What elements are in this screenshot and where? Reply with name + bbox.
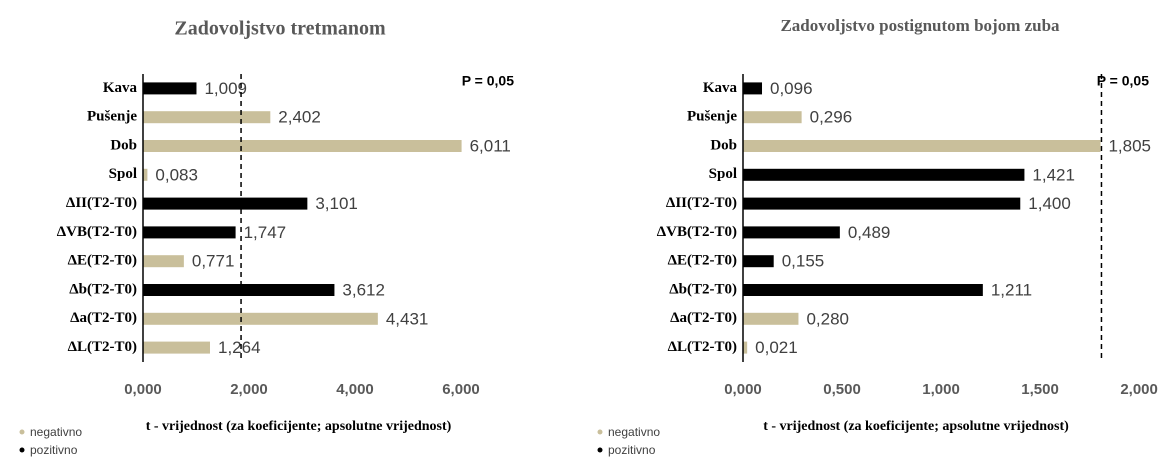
bar <box>143 226 236 239</box>
legend-marker <box>597 429 603 435</box>
value-label: 1,421 <box>1032 165 1075 184</box>
category-label: ΔE(T2-T0) <box>668 253 737 269</box>
value-label: 0,021 <box>755 338 798 357</box>
category-label: ΔVB(T2-T0) <box>57 224 137 240</box>
reference-label: P = 0,05 <box>462 73 515 89</box>
category-label: Kava <box>703 80 738 96</box>
category-label: Kava <box>103 80 138 96</box>
value-label: 0,096 <box>770 79 813 98</box>
category-label: Δb(T2-T0) <box>69 281 137 297</box>
x-tick-label: 2,000 <box>230 381 268 398</box>
bar <box>743 341 748 354</box>
bar <box>143 312 378 325</box>
x-tick-label: 1,000 <box>922 381 960 398</box>
category-label: ΔII(T2-T0) <box>666 195 737 211</box>
value-label: 1,009 <box>204 79 247 98</box>
bar <box>743 284 983 296</box>
reference-label: P = 0,05 <box>1097 73 1150 89</box>
bar <box>143 341 210 354</box>
category-label: ΔVB(T2-T0) <box>657 224 737 240</box>
legend-label: negativno <box>608 425 660 439</box>
legend-marker <box>19 429 25 435</box>
bar <box>143 82 197 95</box>
bar <box>143 255 184 268</box>
value-label: 0,280 <box>806 309 849 328</box>
x-tick-label: 4,000 <box>336 381 374 398</box>
x-tick-label: 1,500 <box>1021 381 1059 398</box>
category-label: Spol <box>709 166 737 182</box>
category-label: ΔL(T2-T0) <box>68 339 137 355</box>
value-label: 0,083 <box>155 165 198 184</box>
legend-marker <box>597 447 603 453</box>
value-label: 6,011 <box>470 136 511 155</box>
x-tick-label: 6,000 <box>442 381 480 398</box>
bar <box>743 168 1025 181</box>
bar <box>143 140 462 152</box>
x-axis-title: t - vrijednost (za koeficijente; apsolut… <box>146 419 452 434</box>
bar <box>743 140 1101 152</box>
bar <box>743 197 1021 210</box>
category-label: Dob <box>710 137 737 153</box>
x-tick-label: 0,500 <box>823 381 861 398</box>
x-tick-label: 2,000 <box>1120 381 1158 398</box>
bar <box>743 312 799 325</box>
category-label: ΔII(T2-T0) <box>66 195 137 211</box>
category-label: Δb(T2-T0) <box>669 281 737 297</box>
bar <box>743 255 774 268</box>
legend-label: pozitivno <box>30 443 78 457</box>
category-label: Spol <box>109 166 137 182</box>
value-label: 4,431 <box>386 309 429 328</box>
bar <box>743 226 840 239</box>
category-label: Dob <box>110 137 137 153</box>
x-axis-title: t - vrijednost (za koeficijente; apsolut… <box>763 419 1069 434</box>
value-label: 3,101 <box>315 194 358 213</box>
value-label: 1,400 <box>1028 194 1071 213</box>
chart-title: Zadovoljstvo postignutom bojom zuba <box>780 16 1060 35</box>
legend-label: pozitivno <box>608 443 656 457</box>
bar <box>743 111 802 124</box>
x-tick-label: 0,000 <box>124 381 162 398</box>
bar <box>743 82 763 95</box>
value-label: 0,296 <box>810 108 853 127</box>
value-label: 1,211 <box>991 280 1032 299</box>
x-tick-label: 0,000 <box>724 381 762 398</box>
legend-marker <box>19 447 25 453</box>
value-label: 0,771 <box>192 252 235 271</box>
category-label: Δa(T2-T0) <box>70 310 137 326</box>
value-label: 0,489 <box>848 223 891 242</box>
bar <box>143 197 308 210</box>
value-label: 1,264 <box>218 338 261 357</box>
category-label: ΔL(T2-T0) <box>668 339 737 355</box>
bar <box>143 284 335 296</box>
chart-title: Zadovoljstvo tretmanom <box>174 18 386 40</box>
value-label: 2,402 <box>278 108 321 127</box>
category-label: ΔE(T2-T0) <box>68 253 137 269</box>
value-label: 1,805 <box>1108 136 1151 155</box>
category-label: Δa(T2-T0) <box>670 310 737 326</box>
bar <box>143 168 148 181</box>
value-label: 3,612 <box>342 280 385 299</box>
bar <box>143 111 271 124</box>
value-label: 0,155 <box>782 252 825 271</box>
legend-label: negativno <box>30 425 82 439</box>
category-label: Pušenje <box>87 109 137 125</box>
value-label: 1,747 <box>244 223 287 242</box>
category-label: Pušenje <box>687 109 737 125</box>
